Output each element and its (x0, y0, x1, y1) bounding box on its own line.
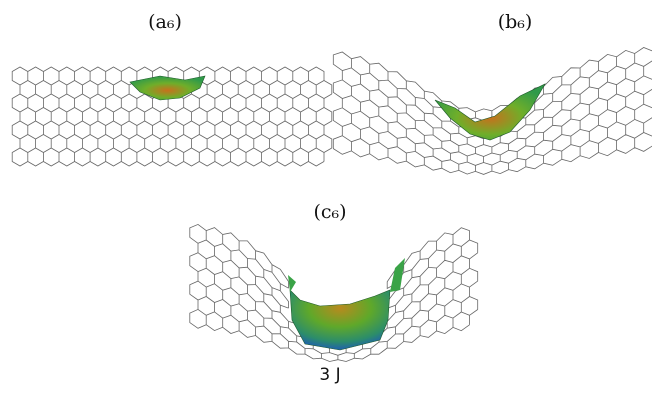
panel-label: (c₆) (313, 201, 346, 223)
panel-label: (b₆) (498, 11, 533, 33)
deformation-c (290, 290, 390, 350)
caption: 3 J (319, 365, 340, 385)
deformation-b (435, 84, 545, 140)
panel-label: (a₆) (148, 11, 182, 33)
figure-canvas: (a₆) (b₆) (c₆) 3 J (0, 0, 652, 416)
figure: (a₆) (b₆) (c₆) 3 J (0, 0, 652, 416)
lattice (333, 48, 652, 175)
